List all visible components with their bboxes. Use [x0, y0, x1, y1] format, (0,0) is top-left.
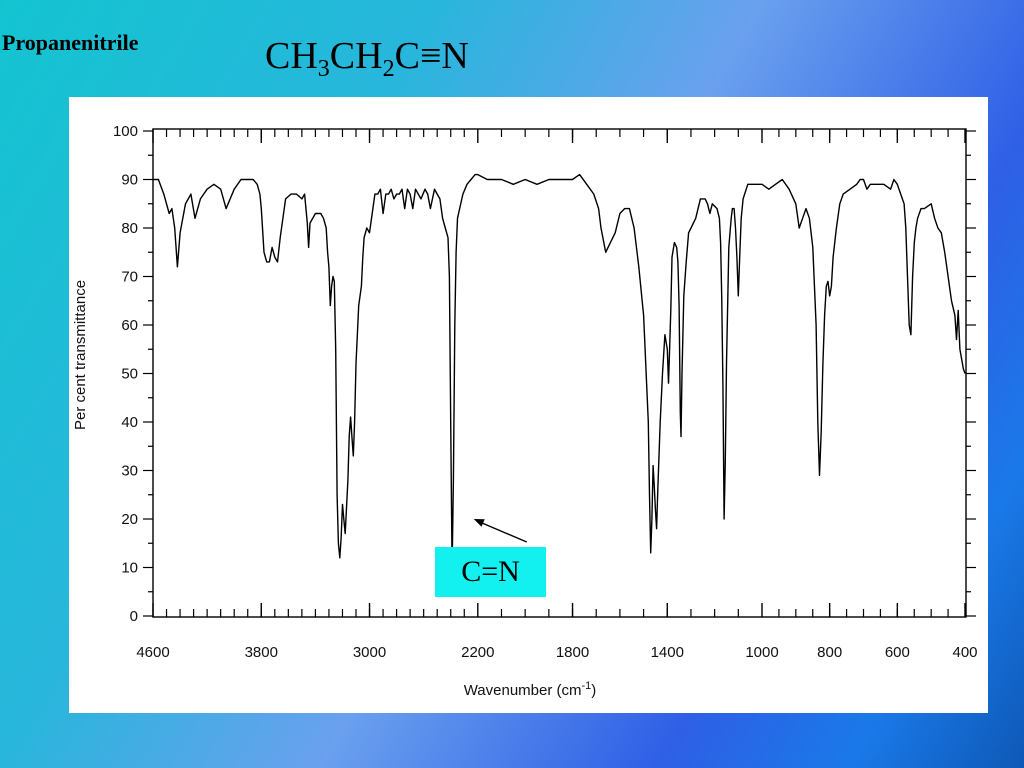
x-tick-label: 4600	[136, 644, 169, 661]
y-tick-label: 30	[121, 463, 138, 480]
x-axis-title-close: )	[591, 682, 596, 699]
y-tick-label: 60	[121, 317, 138, 334]
y-tick-label: 40	[121, 414, 138, 431]
x-tick-label: 3800	[245, 644, 278, 661]
formula-subscript-1: 3	[317, 56, 330, 82]
formula-part-1: CH	[265, 35, 318, 77]
x-axis-title: Wavenumber (cm-1)	[464, 680, 597, 699]
y-tick-label: 50	[121, 366, 138, 383]
formula-part-3: C≡N	[394, 35, 469, 77]
x-tick-label: 1400	[651, 644, 684, 661]
y-axis-tick-labels: 0 10 20 30 40 50 60 70 80 90 100	[113, 123, 138, 625]
x-tick-label: 1000	[745, 644, 778, 661]
x-axis-title-exponent: -1	[582, 680, 592, 692]
x-tick-label: 3000	[353, 644, 386, 661]
spectrum-line	[153, 173, 966, 569]
plot-frame	[152, 128, 967, 618]
chemical-formula: CH3CH2C≡N	[265, 34, 469, 81]
x-tick-label: 2200	[461, 644, 494, 661]
formula-subscript-2: 2	[382, 56, 395, 82]
ir-spectrum-panel: 0 10 20 30 40 50 60 70 80 90 100 4600 3800 3000 2200 1…	[69, 97, 988, 713]
x-axis-title-text: Wavenumber (cm	[464, 682, 582, 699]
x-tick-label: 400	[952, 644, 977, 661]
y-axis-title: Per cent transmittance	[72, 280, 89, 430]
x-tick-label: 800	[817, 644, 842, 661]
x-axis-tick-labels: 4600 3800 3000 2200 1800 1400 1000 800 600 400	[136, 644, 977, 661]
x-tick-label: 600	[885, 644, 910, 661]
y-axis-ticks	[143, 130, 976, 617]
slide-title: Propanenitrile	[2, 30, 139, 55]
ir-spectrum-chart: 0 10 20 30 40 50 60 70 80 90 100 4600 3800 3000 2200 1…	[72, 123, 978, 699]
y-tick-label: 10	[121, 560, 138, 577]
y-tick-label: 0	[130, 608, 138, 625]
cn-stretch-callout: C=N	[435, 547, 546, 597]
callout-arrow	[479, 521, 528, 543]
y-tick-label: 100	[113, 123, 138, 140]
y-tick-label: 70	[121, 269, 138, 286]
y-tick-label: 80	[121, 220, 138, 237]
x-tick-label: 1800	[556, 644, 589, 661]
y-tick-label: 20	[121, 511, 138, 528]
y-tick-label: 90	[121, 172, 138, 189]
x-axis-ticks	[152, 129, 966, 617]
formula-part-2: CH	[329, 35, 383, 77]
callout-arrowhead	[473, 519, 485, 527]
